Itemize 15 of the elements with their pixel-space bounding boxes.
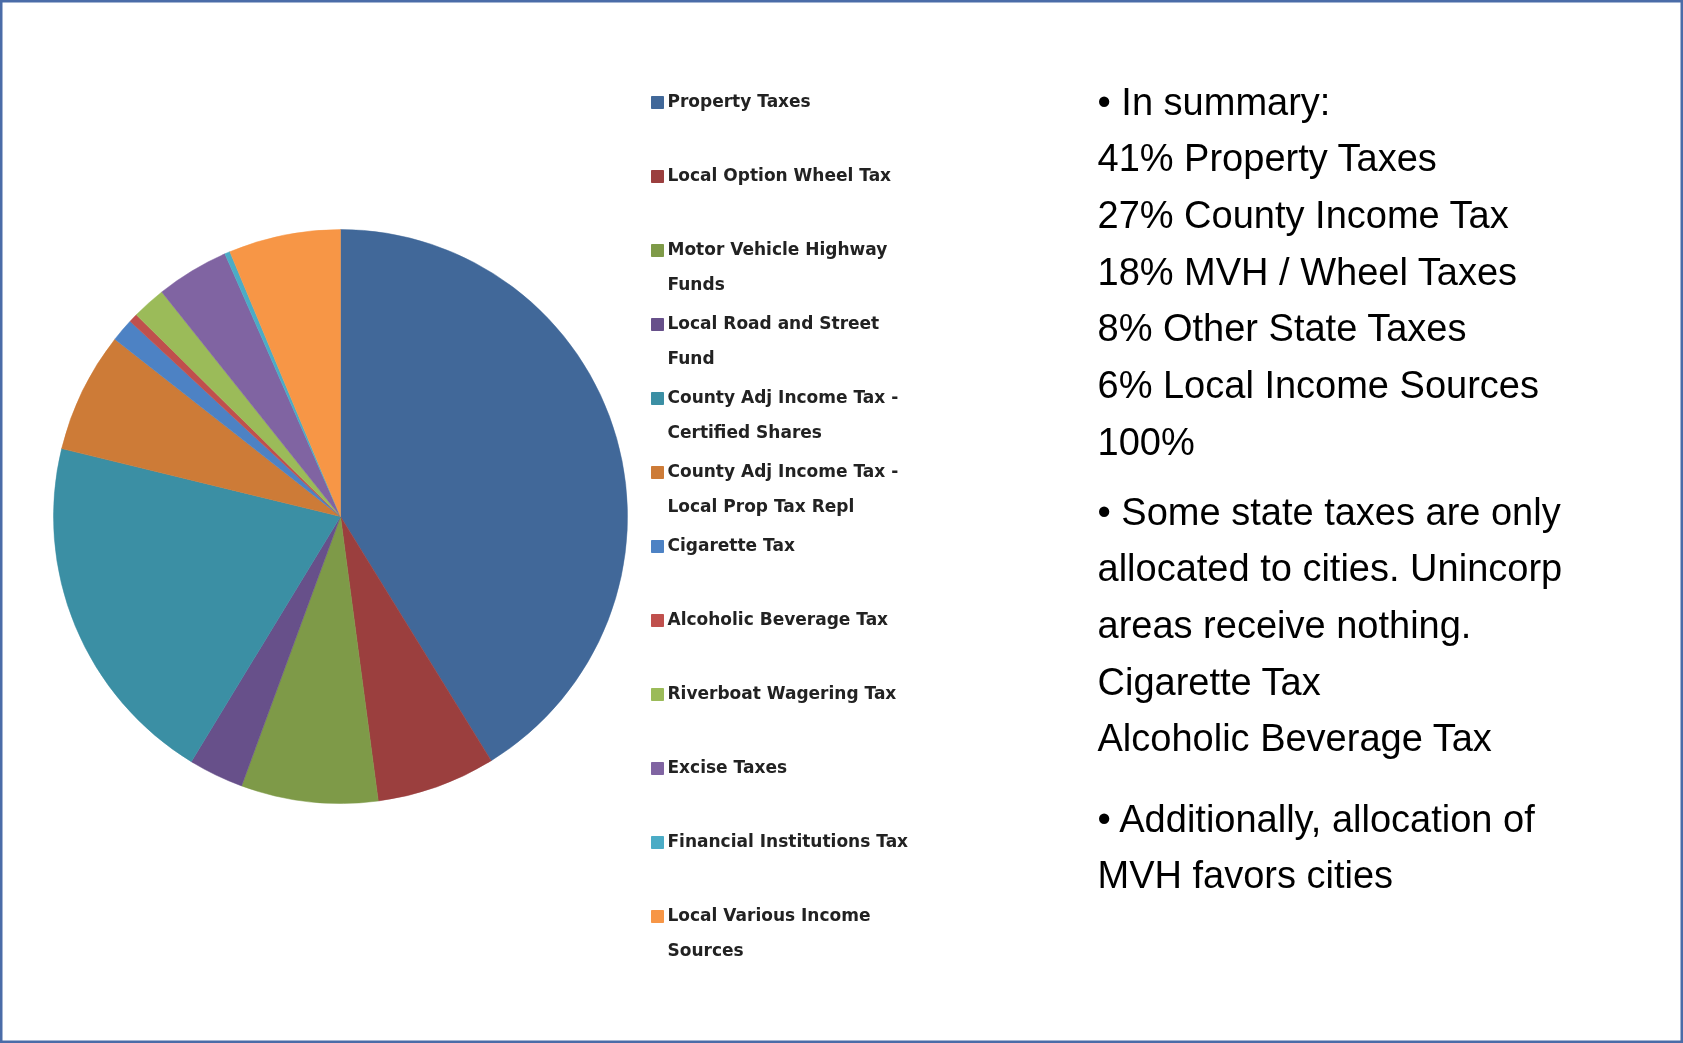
- legend-label: Local Option Wheel Tax: [667, 164, 892, 185]
- legend-label: Local Road and Street Fund: [667, 312, 880, 368]
- legend-label: Cigarette Tax: [667, 534, 795, 555]
- legend-label: County Adj Income Tax - Certified Shares: [667, 386, 899, 442]
- legend-label: Financial Institutions Tax: [667, 830, 909, 851]
- legend-label: Alcoholic Beverage Tax: [667, 608, 889, 629]
- legend-label: Riverboat Wagering Tax: [667, 682, 897, 703]
- text: • In summary: 41% Property Taxes 27% County Income Tax 18% MVH / Wheel Taxes 8% Other State Taxes 6% Local Income Sources 100%: [1097, 80, 1539, 463]
- legend-label: Excise Taxes: [667, 756, 788, 777]
- text: • Additionally, allocation of MVH favors cities: [1097, 797, 1536, 897]
- legend-label: Property Taxes: [667, 90, 811, 111]
- text: • Some state taxes are only allocated to cities. Unincorp areas receive nothing. Cigarette Tax Alcoholic Beverage Tax: [1097, 490, 1563, 760]
- legend-label: Local Various Income Sources: [667, 904, 871, 960]
- legend-label: Motor Vehicle Highway Funds: [667, 238, 888, 294]
- legend-label: County Adj Income Tax - Local Prop Tax Repl: [667, 460, 899, 516]
